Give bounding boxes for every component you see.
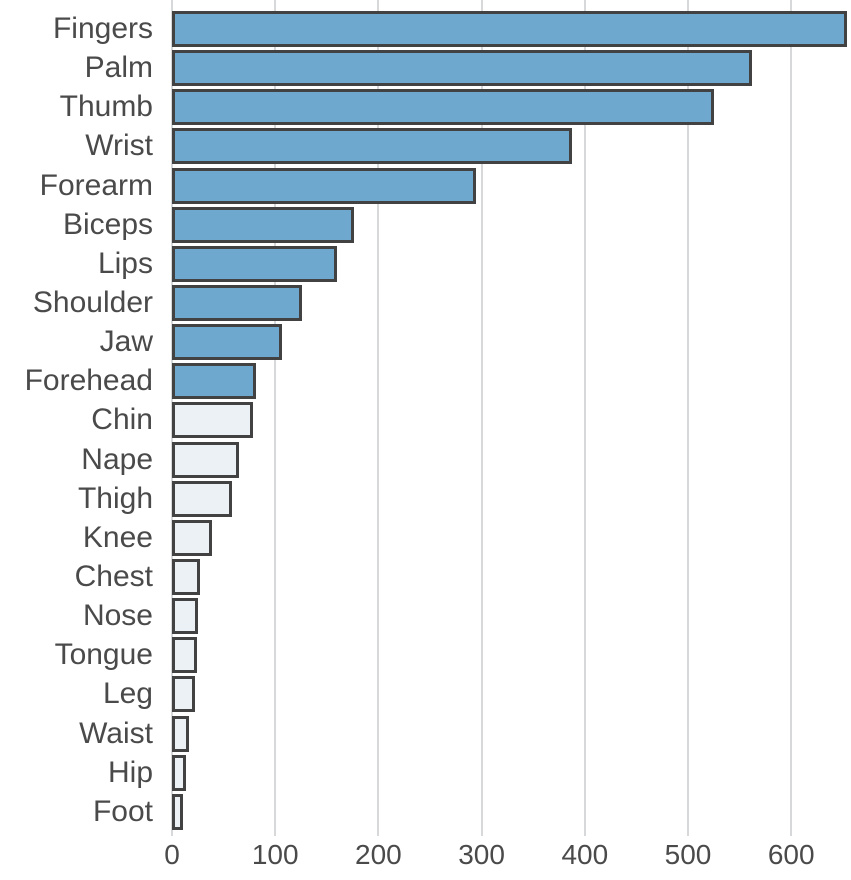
gridline (583, 0, 586, 836)
y-axis-label: Foot (92, 795, 153, 828)
y-axis-label: Chin (91, 403, 153, 436)
y-axis-label: Lips (97, 247, 153, 280)
bar (172, 50, 752, 86)
bar (172, 442, 239, 478)
y-axis-label: Biceps (62, 208, 153, 241)
bar (172, 716, 189, 752)
gridline (790, 0, 793, 836)
bar (172, 89, 714, 125)
y-axis-label: Shoulder (32, 286, 153, 319)
bar (172, 128, 572, 164)
y-axis-label: Fingers (52, 12, 153, 45)
x-tick-label: 200 (355, 839, 402, 870)
bar (172, 637, 197, 673)
bar (172, 285, 302, 321)
bar (172, 598, 198, 634)
bar (172, 246, 337, 282)
y-axis-label: Palm (84, 51, 153, 84)
gridline (274, 0, 277, 836)
bar (172, 520, 212, 556)
y-axis-label: Forehead (24, 364, 153, 397)
bar (172, 559, 200, 595)
bar (172, 324, 282, 360)
x-tick-label: 500 (664, 839, 712, 870)
bar (172, 207, 354, 243)
y-axis-label: Chest (74, 560, 153, 593)
y-axis-label: Waist (79, 717, 153, 750)
bar (172, 363, 256, 399)
y-axis-label: Nose (82, 599, 153, 632)
y-axis-label: Tongue (54, 638, 153, 671)
y-axis-label: Leg (102, 677, 153, 710)
y-axis-label: Knee (82, 521, 153, 554)
x-tick-label: 100 (251, 839, 299, 870)
gridline (377, 0, 380, 836)
bar (172, 11, 847, 47)
y-axis-label: Thigh (77, 482, 153, 515)
x-tick-label: 0 (164, 839, 180, 870)
y-axis-label: Nape (81, 443, 153, 476)
y-axis-label: Forearm (39, 169, 153, 202)
x-tick-label: 600 (767, 839, 815, 870)
bar (172, 402, 253, 438)
bar (172, 481, 232, 517)
gridline (687, 0, 689, 836)
x-tick-label: 300 (458, 839, 505, 870)
gridline (480, 0, 483, 836)
y-axis-label: Thumb (59, 90, 153, 123)
bar (172, 168, 476, 204)
x-tick-label: 400 (561, 839, 609, 870)
y-axis-label: Hip (107, 756, 153, 789)
bar (172, 755, 186, 791)
bar (172, 794, 183, 830)
y-axis-label: Jaw (99, 325, 153, 358)
y-axis-label: Wrist (85, 129, 153, 162)
bar (172, 676, 195, 712)
